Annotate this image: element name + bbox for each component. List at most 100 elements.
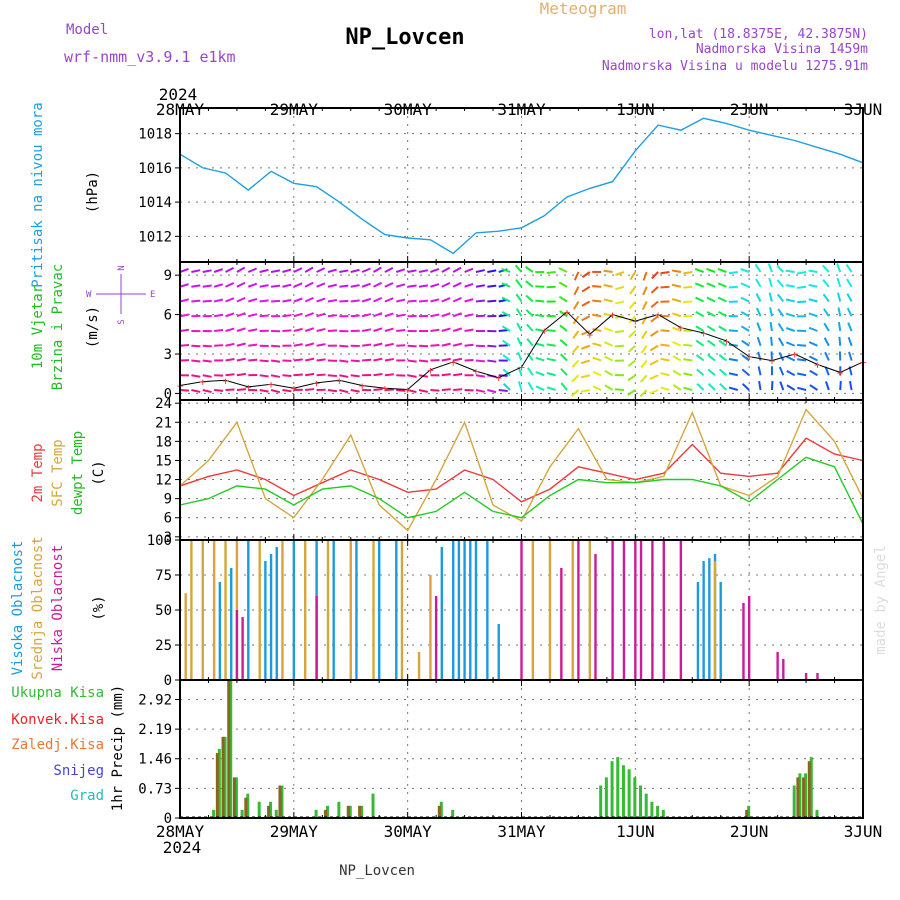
wind-arrow	[501, 267, 511, 273]
wind-arrow	[259, 284, 269, 288]
wind-speed-marker: +	[837, 366, 844, 379]
wind-arrow	[361, 343, 372, 347]
cloud-high-bar	[269, 554, 273, 680]
wind-arrow	[304, 342, 315, 347]
cloud-high-bar	[463, 540, 466, 680]
wind-arrow	[202, 284, 212, 288]
wind-arrow	[797, 372, 807, 377]
wind-arrow	[316, 327, 326, 332]
wind-arrow	[614, 330, 625, 334]
cloud-mid-bar	[372, 540, 375, 680]
wind-arrow	[535, 385, 545, 391]
wind-arrow	[515, 279, 523, 288]
wind-arrow	[213, 313, 224, 318]
wind-arrow	[672, 326, 682, 332]
wind-arrow	[202, 299, 212, 303]
precip-total-bar	[621, 765, 625, 818]
wind-arrow	[248, 297, 258, 303]
wind-arrow	[558, 267, 568, 273]
wind-arrow	[614, 388, 625, 391]
y-tick-label: 2.19	[138, 722, 172, 738]
wind-arrow	[650, 315, 659, 323]
wind-arrow	[823, 337, 830, 347]
wind-arrow	[741, 339, 750, 347]
panel-border	[179, 679, 864, 819]
precip-total-bar	[815, 809, 819, 818]
wind-arrow	[728, 372, 739, 377]
wind-arrow	[706, 282, 716, 288]
wind-arrow	[571, 374, 580, 383]
wind-arrow	[758, 380, 762, 391]
wind-arrow	[824, 366, 830, 376]
cloud-mid-bar	[304, 540, 307, 680]
wind-arrow	[339, 389, 349, 394]
wind-arrow	[581, 315, 591, 322]
wind-arrow	[225, 312, 235, 318]
wind-arrow	[769, 321, 773, 332]
wind-unit: (m/s)	[85, 306, 101, 348]
wind-arrow	[650, 300, 659, 309]
wind-arrow	[373, 296, 383, 303]
wind-arrow	[304, 266, 314, 273]
wind-arrow	[546, 372, 556, 377]
wind-arrow	[641, 330, 648, 340]
precip-total-bar	[798, 773, 802, 818]
cloud-high-bar	[497, 624, 500, 680]
wind-arrow	[649, 374, 659, 380]
wind-arrow	[407, 359, 417, 363]
wind-arrow	[581, 330, 591, 336]
precip-total-bar	[656, 805, 660, 818]
wind-speed-line	[179, 311, 864, 391]
wind-arrow	[694, 282, 705, 288]
cloud-low-bar	[816, 673, 819, 680]
precip-conv-bar	[346, 805, 350, 818]
precip-total-bar	[337, 801, 341, 818]
wind-arrow	[362, 358, 372, 362]
wind-arrow	[560, 367, 568, 376]
temp-label-dewpt: dewpt Temp	[70, 431, 86, 515]
precip-total-bar	[217, 749, 221, 818]
wind-arrow	[475, 389, 485, 393]
wind-arrow	[776, 293, 785, 303]
wind-arrow	[270, 344, 281, 348]
wind-arrow	[179, 328, 190, 332]
cloud-mid-bar	[571, 540, 574, 680]
wind-arrow	[706, 267, 716, 273]
wind-arrow	[339, 374, 349, 378]
wind-arrow	[718, 325, 727, 332]
wind-arrow	[785, 298, 795, 303]
y-tick-label: 0.73	[138, 781, 172, 797]
wind-speed-marker: +	[769, 355, 776, 368]
wind-arrow	[572, 330, 580, 339]
wind-arrow	[695, 296, 705, 303]
precip-conv-bar	[232, 777, 236, 818]
precip-total-bar	[747, 805, 751, 818]
cloud-low-bar	[520, 540, 523, 680]
wind-arrow	[754, 263, 762, 273]
wind-arrow	[671, 269, 682, 273]
wind-arrow	[527, 367, 534, 376]
temp-2m-line	[179, 437, 864, 503]
wind-arrow	[502, 383, 511, 391]
wind-arrow	[768, 277, 773, 288]
wind-arrow	[717, 296, 727, 303]
wind-arrow	[695, 354, 705, 362]
wind-arrow	[785, 327, 796, 332]
wind-arrow	[213, 283, 224, 288]
wind-arrow	[707, 339, 716, 347]
wind-arrow	[418, 389, 429, 393]
wind-arrow	[672, 355, 682, 362]
cloud-low-bar	[742, 603, 745, 680]
precip-conv-bar	[745, 809, 749, 818]
wind-arrow	[339, 359, 349, 363]
y-tick-label: 50	[155, 603, 172, 619]
wind-arrow	[592, 285, 602, 288]
wind-arrow	[740, 282, 750, 288]
wind-arrow	[384, 297, 394, 303]
y-tick-label: 3	[164, 530, 172, 546]
wind-speed-marker: +	[609, 309, 616, 322]
wind-arrow	[202, 344, 212, 348]
wind-arrow	[628, 300, 637, 310]
wind-arrow	[627, 359, 636, 367]
cloud-low-bar	[679, 540, 683, 680]
